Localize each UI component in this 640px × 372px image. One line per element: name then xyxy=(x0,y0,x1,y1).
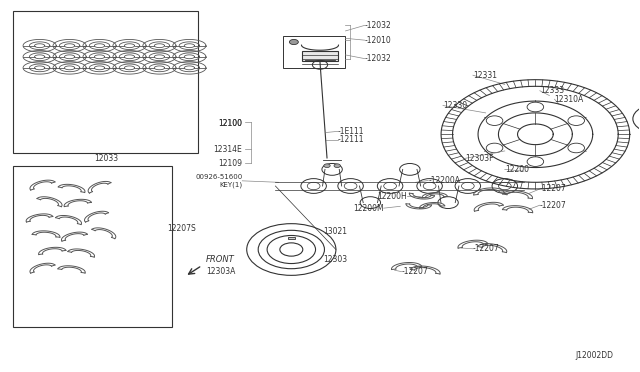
Text: 12303F: 12303F xyxy=(465,154,494,163)
Text: -12207: -12207 xyxy=(401,267,428,276)
Text: KEY(1): KEY(1) xyxy=(219,182,243,188)
Circle shape xyxy=(334,164,340,167)
Text: 12100: 12100 xyxy=(218,119,243,128)
Bar xyxy=(301,51,339,61)
Text: 12303A: 12303A xyxy=(207,267,236,276)
Circle shape xyxy=(324,164,330,167)
Text: -12200A: -12200A xyxy=(428,176,460,185)
Text: -12032: -12032 xyxy=(365,54,391,63)
Text: -12207: -12207 xyxy=(540,201,566,210)
Text: -12207: -12207 xyxy=(540,185,566,193)
Text: FRONT: FRONT xyxy=(205,255,234,264)
Text: 12331: 12331 xyxy=(473,71,497,80)
Text: 12207S: 12207S xyxy=(167,224,196,233)
Text: 12314E: 12314E xyxy=(214,145,243,154)
Circle shape xyxy=(289,39,298,45)
Text: -12010: -12010 xyxy=(365,36,391,45)
Text: -12032: -12032 xyxy=(365,21,391,30)
Bar xyxy=(283,36,346,68)
Text: 13021: 13021 xyxy=(323,227,347,235)
Text: 12303: 12303 xyxy=(323,254,348,264)
Bar xyxy=(13,11,198,153)
Text: 12333: 12333 xyxy=(540,86,564,95)
Text: -12207: -12207 xyxy=(473,244,500,253)
Text: 12330: 12330 xyxy=(443,101,467,110)
Text: 12310A: 12310A xyxy=(554,95,584,104)
Text: 12109: 12109 xyxy=(218,158,243,168)
Bar xyxy=(13,166,172,327)
Bar xyxy=(287,237,295,239)
Text: 12200H: 12200H xyxy=(377,192,406,201)
Text: 12200M: 12200M xyxy=(353,203,384,213)
Text: 12200: 12200 xyxy=(505,165,529,174)
Text: J12002DD: J12002DD xyxy=(575,351,613,360)
Text: 12033: 12033 xyxy=(95,154,118,163)
Text: 00926-51600: 00926-51600 xyxy=(195,174,243,180)
Text: -12111: -12111 xyxy=(338,135,364,144)
Text: -1E111: -1E111 xyxy=(338,127,364,136)
Text: 12100: 12100 xyxy=(218,119,243,128)
